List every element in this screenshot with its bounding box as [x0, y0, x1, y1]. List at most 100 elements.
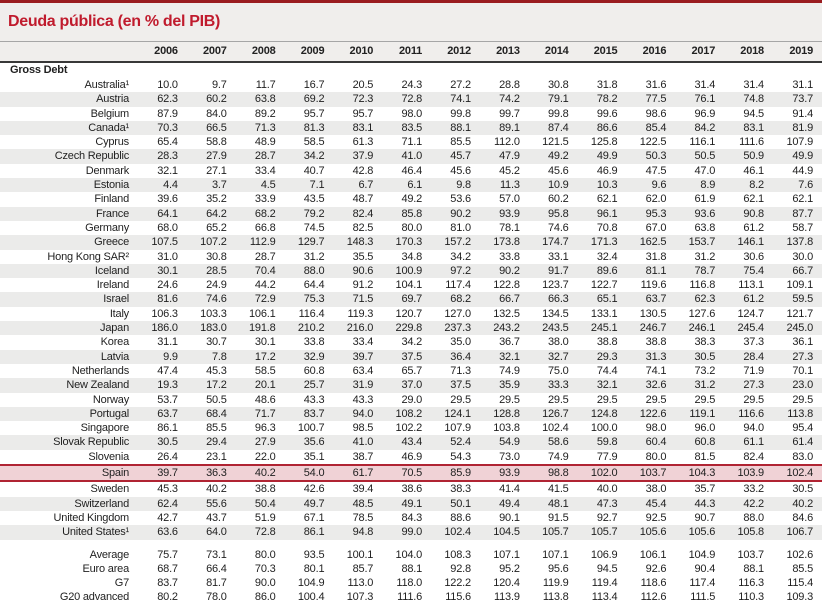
- value-cell: 76.1: [675, 92, 725, 107]
- value-cell: 31.1: [157, 336, 178, 349]
- empty-corner-cell: [0, 42, 138, 63]
- value-cell: 85.9: [431, 463, 480, 483]
- value-cell: 45.6: [547, 164, 569, 177]
- value-cell: 71.9: [743, 364, 764, 377]
- value-cell: 103.7: [737, 548, 764, 561]
- row-label: Netherlands: [71, 364, 129, 377]
- row-label: Italy: [109, 307, 129, 320]
- value-cell: 81.1: [626, 263, 676, 279]
- value-cell: 111.6: [397, 591, 423, 603]
- value-cell: 49.2: [528, 149, 578, 164]
- value-cell: 119.1: [675, 406, 725, 422]
- value-cell: 107.2: [186, 235, 236, 250]
- value-cell: 64.0: [186, 525, 236, 540]
- year-column-header: 2018: [724, 42, 773, 63]
- value-cell: 60.4: [626, 435, 676, 450]
- value-cell: 6.7: [333, 178, 383, 193]
- value-cell: 28.7: [235, 149, 285, 164]
- value-cell: 216.0: [333, 321, 383, 336]
- value-cell: 23.1: [206, 450, 227, 463]
- value-cell: 94.8: [333, 525, 383, 540]
- value-cell: 27.9: [186, 149, 236, 164]
- value-cell: 33.8: [499, 250, 520, 263]
- value-cell: 72.9: [235, 292, 285, 307]
- value-cell: 79.2: [284, 206, 334, 221]
- value-cell: 93.6: [675, 206, 725, 221]
- table-row: Canada¹ 70.3 66.5 71.3 81.3 83.1 83.5 88.1 89.1 8…: [0, 120, 822, 136]
- value-cell: 90.6: [333, 263, 383, 279]
- value-cell: 3.7: [186, 178, 236, 193]
- value-cell: 65.2: [206, 221, 227, 234]
- value-cell: 83.1: [724, 120, 773, 136]
- value-cell: 22.0: [254, 450, 276, 463]
- value-cell: 50.9: [724, 149, 773, 164]
- value-cell: 85.7: [352, 562, 374, 575]
- value-cell: 39.7: [333, 349, 383, 364]
- value-cell: 92.8: [450, 562, 471, 575]
- value-cell: 113.8: [542, 591, 569, 603]
- value-cell: 100.7: [297, 422, 325, 435]
- value-cell: 82.4: [743, 450, 764, 463]
- value-cell: 98.6: [645, 107, 667, 120]
- table-row: Iceland 30.1 28.5 70.4 88.0 90.6 100.9 97.2 90.2…: [0, 263, 822, 279]
- value-cell: 71.7: [235, 406, 285, 422]
- public-debt-table: 2006 2007 2008 2009 2010 2011 2012 2013 2014 2015…: [0, 42, 822, 603]
- value-cell: 11.7: [255, 79, 276, 91]
- year-column-header: 2013: [479, 42, 529, 63]
- value-cell: 29.3: [577, 349, 627, 364]
- row-label: Spain: [0, 463, 138, 483]
- table-row: Average 75.7 73.1 80.0 93.5 100.1 104.0 108.3 10…: [0, 548, 822, 562]
- value-cell: 43.7: [206, 511, 227, 524]
- value-cell: 31.2: [694, 250, 716, 263]
- value-cell: 61.3: [352, 136, 374, 149]
- year-column-header: 2006: [138, 42, 187, 63]
- value-cell: 125.8: [590, 136, 618, 149]
- value-cell: 10.0: [157, 79, 178, 91]
- value-cell: 42.2: [724, 496, 773, 511]
- value-cell: 89.1: [479, 120, 529, 136]
- value-cell: 127.6: [688, 307, 716, 320]
- year-column-header: 2011: [382, 42, 432, 63]
- value-cell: 78.1: [499, 221, 520, 234]
- value-cell: 62.1: [743, 193, 764, 206]
- value-cell: 210.2: [284, 321, 334, 336]
- value-cell: 97.2: [431, 263, 480, 279]
- value-cell: 42.8: [352, 164, 374, 177]
- value-cell: 17.2: [186, 378, 236, 393]
- table-row: Australia¹ 10.0 9.7 11.7 16.7 20.5 24.3 27.2 28.…: [0, 78, 822, 92]
- value-cell: 113.8: [772, 406, 822, 422]
- value-cell: 32.6: [626, 378, 676, 393]
- value-cell: 94.0: [333, 406, 383, 422]
- value-cell: 90.7: [694, 511, 716, 524]
- value-cell: 98.0: [401, 107, 423, 120]
- value-cell: 122.6: [626, 406, 676, 422]
- value-cell: 83.7: [284, 406, 334, 422]
- value-cell: 27.2: [450, 79, 471, 91]
- value-cell: 229.8: [382, 321, 432, 336]
- table-row: Switzerland 62.4 55.6 50.4 49.7 48.5 49.1 50.1 4…: [0, 496, 822, 511]
- value-cell: 84.2: [675, 120, 725, 136]
- value-cell: 243.2: [479, 321, 529, 336]
- value-cell: 81.9: [772, 120, 822, 136]
- table-row: Ireland 24.6 24.9 44.2 64.4 91.2 104.1 117.4 122…: [0, 278, 822, 292]
- value-cell: 91.7: [528, 263, 578, 279]
- value-cell: 29.0: [401, 393, 423, 406]
- row-label: Singapore: [80, 422, 130, 435]
- value-cell: 100.4: [297, 591, 325, 603]
- value-cell: 243.5: [528, 321, 578, 336]
- value-cell: 84.0: [206, 107, 227, 120]
- value-cell: 65.7: [401, 364, 423, 377]
- row-label: Switzerland: [0, 496, 138, 511]
- value-cell: 82.5: [352, 221, 374, 234]
- value-cell: 70.1: [792, 364, 813, 377]
- value-cell: 48.9: [254, 136, 276, 149]
- table-row: France 64.1 64.2 68.2 79.2 82.4 85.8 90.2 93.9 95…: [0, 206, 822, 221]
- value-cell: 40.2: [206, 483, 227, 496]
- value-cell: 113.0: [347, 577, 374, 590]
- table-row: Belgium 87.9 84.0 89.2 95.7 95.7 98.0 99.8 99.7 9…: [0, 107, 822, 121]
- value-cell: 73.7: [772, 92, 822, 107]
- value-cell: 98.5: [352, 422, 374, 435]
- top-red-rule: [0, 0, 822, 3]
- table-row: Japan 186.0 183.0 191.8 210.2 216.0 229.8 237.3…: [0, 321, 822, 336]
- value-cell: 70.5: [382, 463, 432, 483]
